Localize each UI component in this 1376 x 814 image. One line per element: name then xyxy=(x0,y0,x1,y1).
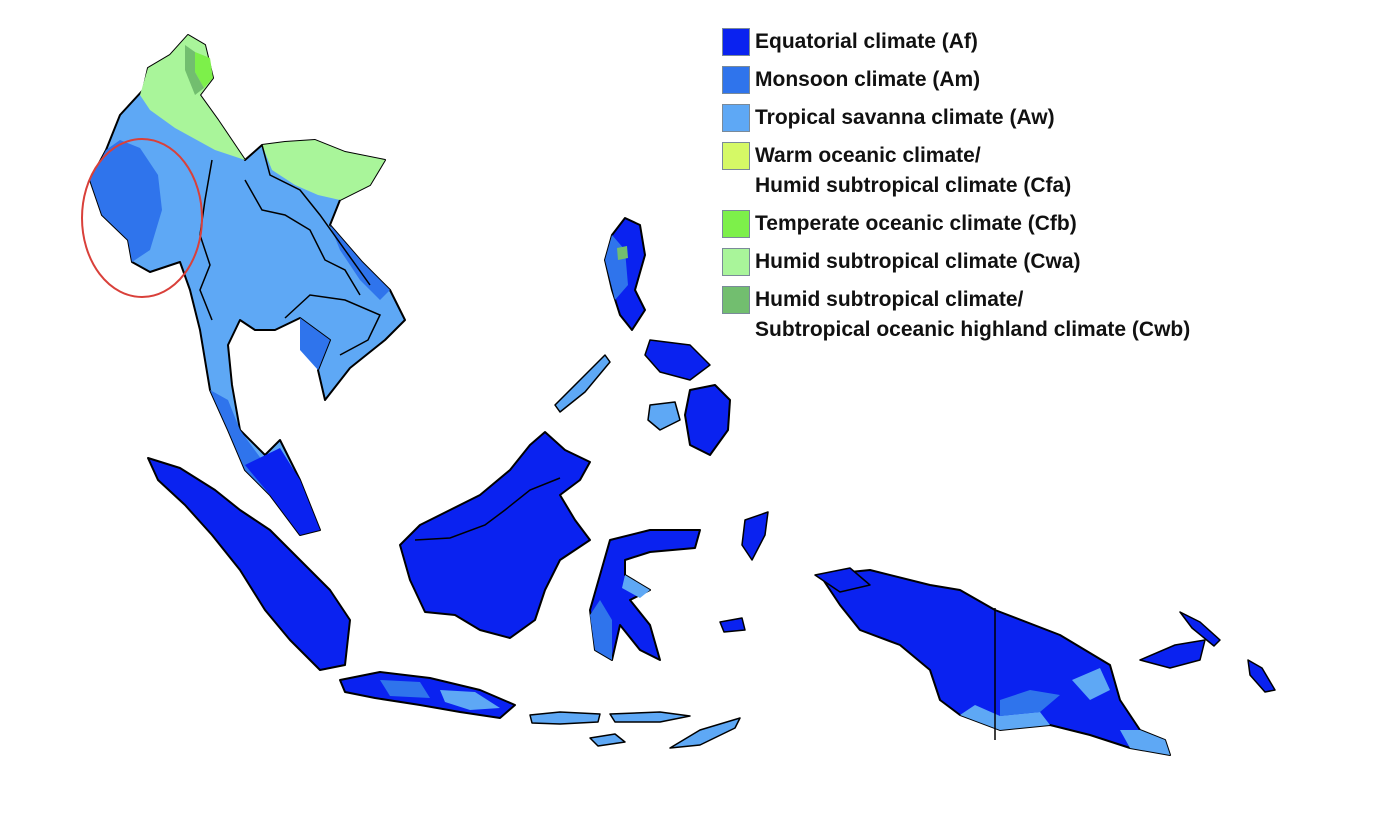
legend-item-aw: Tropical savanna climate (Aw) xyxy=(722,103,1342,133)
border-laos-vietnam xyxy=(261,144,371,286)
legend-swatch-af xyxy=(722,28,750,56)
buru xyxy=(719,617,746,633)
border-laos-thailand xyxy=(244,179,361,296)
zone-aw-java-east xyxy=(440,690,500,710)
zone-aw-new-guinea-south xyxy=(960,705,1050,730)
zone-am-java xyxy=(380,680,430,698)
legend: Equatorial climate (Af) Monsoon climate (… xyxy=(722,27,1342,353)
legend-label-cfb: Temperate oceanic climate (Cfb) xyxy=(755,212,1077,235)
legend-item-am: Monsoon climate (Am) xyxy=(722,65,1342,95)
zone-am-cambodia xyxy=(300,318,330,370)
mindanao xyxy=(684,384,731,456)
legend-label-cwa: Humid subtropical climate (Cwa) xyxy=(755,250,1081,273)
border-cambodia xyxy=(284,294,382,356)
legend-swatch-am xyxy=(722,66,750,94)
zone-am-new-guinea-south xyxy=(1000,690,1060,716)
visayas xyxy=(644,339,711,381)
legend-item-cwb: Humid subtropical climate/Subtropical oc… xyxy=(722,285,1342,345)
bougainville xyxy=(1247,659,1276,693)
legend-item-cfb: Temperate oceanic climate (Cfb) xyxy=(722,209,1342,239)
legend-label-cwb-2: Subtropical oceanic highland climate (Cw… xyxy=(755,318,1191,341)
sumba xyxy=(589,733,626,747)
legend-swatch-cwa xyxy=(722,248,750,276)
zone-am-vietnam-coast xyxy=(330,225,390,300)
zone-cwa-north-vietnam xyxy=(262,140,385,200)
panay xyxy=(647,401,681,431)
zone-aw-new-guinea-east xyxy=(1072,668,1110,700)
legend-swatch-cfa xyxy=(722,142,750,170)
zone-am-sulawesi xyxy=(590,600,612,660)
zone-cwb-luzon xyxy=(617,246,628,260)
lesser-sunda-1 xyxy=(529,711,601,725)
climate-zones xyxy=(90,35,1170,755)
new-ireland xyxy=(1179,611,1221,647)
border-borneo-malaysia xyxy=(414,477,561,541)
legend-swatch-aw xyxy=(722,104,750,132)
zone-cwb-north xyxy=(185,45,204,95)
zone-aw-sulawesi xyxy=(622,575,650,598)
legend-label-cfa-1: Warm oceanic climate/ xyxy=(755,144,981,167)
legend-label-aw: Tropical savanna climate (Aw) xyxy=(755,106,1055,129)
borneo xyxy=(399,431,591,639)
lesser-sunda-2 xyxy=(609,711,691,723)
highlight-circle-annotation xyxy=(81,138,203,298)
legend-label-af: Equatorial climate (Af) xyxy=(755,30,978,53)
zone-cwa-north-myanmar xyxy=(140,35,245,160)
zone-am-myanmar-coast xyxy=(90,140,162,262)
legend-swatch-cfb xyxy=(722,210,750,238)
zone-af-malay-peninsula xyxy=(245,448,320,535)
legend-label-cwb-1: Humid subtropical climate/ xyxy=(755,288,1024,311)
legend-item-cfa: Warm oceanic climate/Humid subtropical c… xyxy=(722,141,1342,201)
legend-item-af: Equatorial climate (Af) xyxy=(722,27,1342,57)
palawan xyxy=(554,354,611,413)
legend-label-cfa-2: Humid subtropical climate (Cfa) xyxy=(755,174,1072,197)
sumatra xyxy=(147,457,351,671)
legend-item-cwa: Humid subtropical climate (Cwa) xyxy=(722,247,1342,277)
zone-aw-port-moresby xyxy=(1120,730,1170,755)
new-britain xyxy=(1139,639,1206,669)
seram xyxy=(814,567,871,593)
timor xyxy=(669,717,741,749)
halmahera xyxy=(741,511,769,561)
zone-cfb-north xyxy=(195,52,213,88)
legend-swatch-cwb xyxy=(722,286,750,314)
legend-label-am: Monsoon climate (Am) xyxy=(755,68,981,91)
country-borders xyxy=(199,144,996,740)
border-myanmar-thailand xyxy=(199,159,213,321)
